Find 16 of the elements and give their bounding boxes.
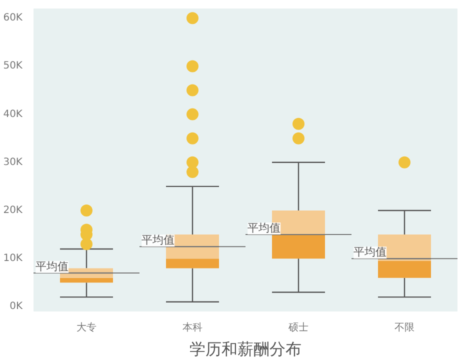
annotation: 平均值 [248,222,281,235]
x-tick-label: 本科 [182,322,202,334]
y-tick-label: 50K [3,60,23,72]
x-tick-label: 硕士 [288,322,308,334]
y-tick-label: 30K [3,156,23,168]
x-axis-title: 学历和薪酬分布 [190,340,302,358]
y-tick-label: 20K [3,205,23,216]
annotation: 平均值 [36,261,69,274]
annotation: 平均值 [354,246,387,259]
y-tick-label: 10K [3,253,23,264]
y-tick-label: 40K [3,108,23,120]
x-tick-label: 大专 [76,322,96,334]
x-tick-label: 不限 [394,322,414,334]
y-tick-label: 60K [3,12,23,24]
annotation: 平均值 [142,234,175,247]
y-tick-label: 0K [10,301,23,312]
